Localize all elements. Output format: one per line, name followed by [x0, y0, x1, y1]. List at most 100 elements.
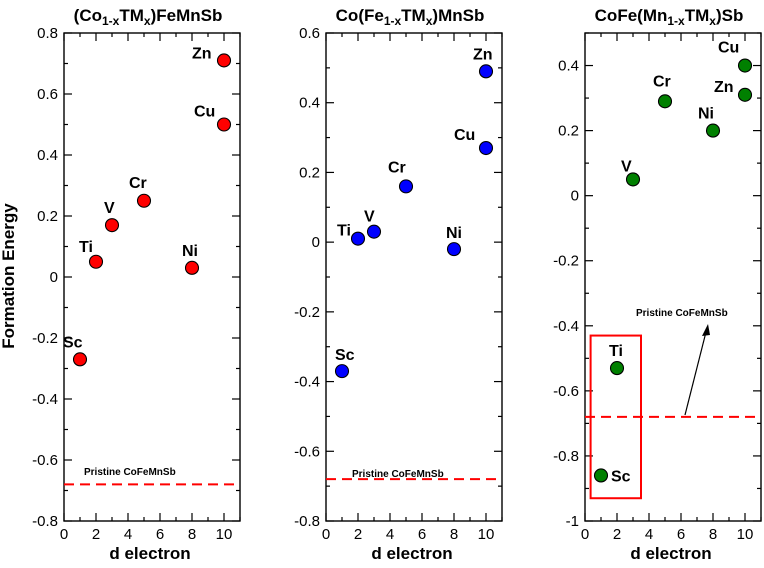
- x-tick-label: 10: [216, 526, 233, 543]
- y-tick-label: -0.2: [553, 253, 579, 270]
- pristine-reference-label: Pristine CoFeMnSb: [352, 469, 444, 480]
- panel-1: (Co1-xTMx)FeMnSb 0 2 4 6 8 10 -0.8 -0.6 -0.4 -0.2 0…: [32, 6, 241, 563]
- data-point-sc: [72, 352, 88, 367]
- x-tick-label: 6: [156, 526, 164, 543]
- data-point-ni: [705, 123, 721, 138]
- y-tick-label: 0: [571, 188, 579, 205]
- y-tick-label: -0.4: [294, 374, 320, 391]
- point-label-ni: Ni: [182, 243, 198, 260]
- y-tick-label: 0.6: [299, 25, 320, 42]
- x-tick-label: 8: [450, 526, 458, 543]
- y-tick-label: 0.6: [37, 86, 58, 103]
- data-point-zn: [478, 64, 494, 79]
- point-label-cr: Cr: [129, 175, 147, 192]
- y-tick-label: 0.2: [299, 164, 320, 181]
- y-tick-label: 0.8: [37, 25, 58, 42]
- data-point-cu: [478, 140, 494, 156]
- point-label-sc: Sc: [611, 468, 631, 485]
- chart-title: Co(Fe1-xTMx)MnSb: [336, 6, 485, 28]
- y-tick-label: -0.2: [294, 304, 320, 321]
- point-label-ti: Ti: [609, 343, 623, 360]
- plot-frame: [325, 32, 503, 522]
- point-label-cu: Cu: [718, 40, 739, 57]
- x-tick-label: 0: [581, 526, 589, 543]
- point-label-zn: Zn: [473, 46, 493, 63]
- point-label-sc: Sc: [63, 334, 83, 351]
- x-axis-label: d electron: [630, 544, 711, 563]
- y-tick-label: 0.4: [37, 147, 58, 164]
- chart-title: CoFe(Mn1-xTMx)Sb: [595, 6, 744, 28]
- data-point-cu: [737, 58, 753, 73]
- data-point-zn: [737, 87, 753, 102]
- point-label-v: V: [364, 209, 375, 226]
- reference-arrow: [684, 331, 707, 416]
- y-axis-label: Formation Energy: [0, 203, 18, 349]
- y-tick-label: 0.4: [558, 58, 579, 75]
- point-label-ti: Ti: [79, 239, 93, 256]
- point-label-zn: Zn: [714, 79, 734, 96]
- x-tick-label: 6: [418, 526, 426, 543]
- y-tick-label: -1: [566, 513, 579, 530]
- data-point-ti: [350, 231, 366, 246]
- data-point-sc: [334, 364, 350, 379]
- x-tick-label: 10: [737, 526, 754, 543]
- highlight-box: [589, 334, 642, 500]
- panel-3: CoFe(Mn1-xTMx)Sb 0 2 4 6 8 10 -1 -0.8 -0.6 -0.4 -0.…: [553, 6, 762, 563]
- data-point-v: [104, 218, 120, 233]
- y-tick-label: 0: [312, 234, 320, 251]
- point-label-cr: Cr: [653, 73, 671, 90]
- point-label-ni: Ni: [446, 225, 462, 242]
- point-label-cu: Cu: [454, 127, 475, 144]
- point-label-zn: Zn: [192, 45, 212, 62]
- y-tick-label: 0.2: [558, 123, 579, 140]
- point-label-ni: Ni: [698, 106, 714, 123]
- point-label-cr: Cr: [388, 159, 406, 176]
- x-tick-label: 8: [709, 526, 717, 543]
- point-label-sc: Sc: [335, 347, 355, 364]
- pristine-reference-label: Pristine CoFeMnSb: [636, 308, 728, 319]
- y-tick-label: -0.6: [294, 443, 320, 460]
- panel-2: Co(Fe1-xTMx)MnSb 0 2 4 6 8 10 -0.8 -0.6 -0.4 -0.2 0…: [294, 6, 503, 563]
- data-point-cr: [398, 179, 414, 194]
- y-tick-label: -0.8: [294, 513, 320, 530]
- point-label-v: V: [621, 158, 632, 175]
- x-axis-label: d electron: [371, 544, 452, 563]
- x-tick-label: 6: [677, 526, 685, 543]
- plot-frame: [584, 32, 762, 522]
- x-tick-label: 4: [386, 526, 394, 543]
- x-tick-label: 8: [188, 526, 196, 543]
- data-point-cu: [216, 117, 232, 132]
- y-tick-label: -0.2: [32, 330, 58, 347]
- y-tick-label: 0: [50, 269, 58, 286]
- data-point-v: [625, 172, 641, 187]
- y-tick-label: -0.4: [553, 318, 579, 335]
- arrow-head-icon: [702, 324, 710, 336]
- point-label-ti: Ti: [337, 223, 351, 240]
- y-tick-label: -0.6: [553, 383, 579, 400]
- x-tick-label: 0: [322, 526, 330, 543]
- y-tick-label: -0.6: [32, 452, 58, 469]
- x-tick-label: 0: [60, 526, 68, 543]
- x-axis-label: d electron: [109, 544, 190, 563]
- x-tick-label: 2: [92, 526, 100, 543]
- x-tick-label: 10: [478, 526, 495, 543]
- y-tick-label: 0.2: [37, 208, 58, 225]
- y-tick-label: 0.4: [299, 95, 320, 112]
- data-point-cr: [136, 193, 152, 208]
- data-point-v: [366, 224, 382, 239]
- data-point-cr: [657, 94, 673, 109]
- x-tick-label: 2: [354, 526, 362, 543]
- point-label-v: V: [104, 200, 115, 217]
- x-tick-label: 2: [613, 526, 621, 543]
- y-tick-label: -0.8: [32, 513, 58, 530]
- x-tick-label: 4: [645, 526, 653, 543]
- data-point-ti: [609, 361, 625, 376]
- point-label-cu: Cu: [194, 104, 215, 121]
- data-point-zn: [216, 53, 232, 68]
- data-point-ni: [184, 260, 200, 275]
- chart-title: (Co1-xTMx)FeMnSb: [74, 6, 223, 28]
- data-point-ti: [88, 254, 104, 269]
- pristine-reference-label: Pristine CoFeMnSb: [84, 467, 176, 478]
- data-point-ni: [446, 242, 462, 257]
